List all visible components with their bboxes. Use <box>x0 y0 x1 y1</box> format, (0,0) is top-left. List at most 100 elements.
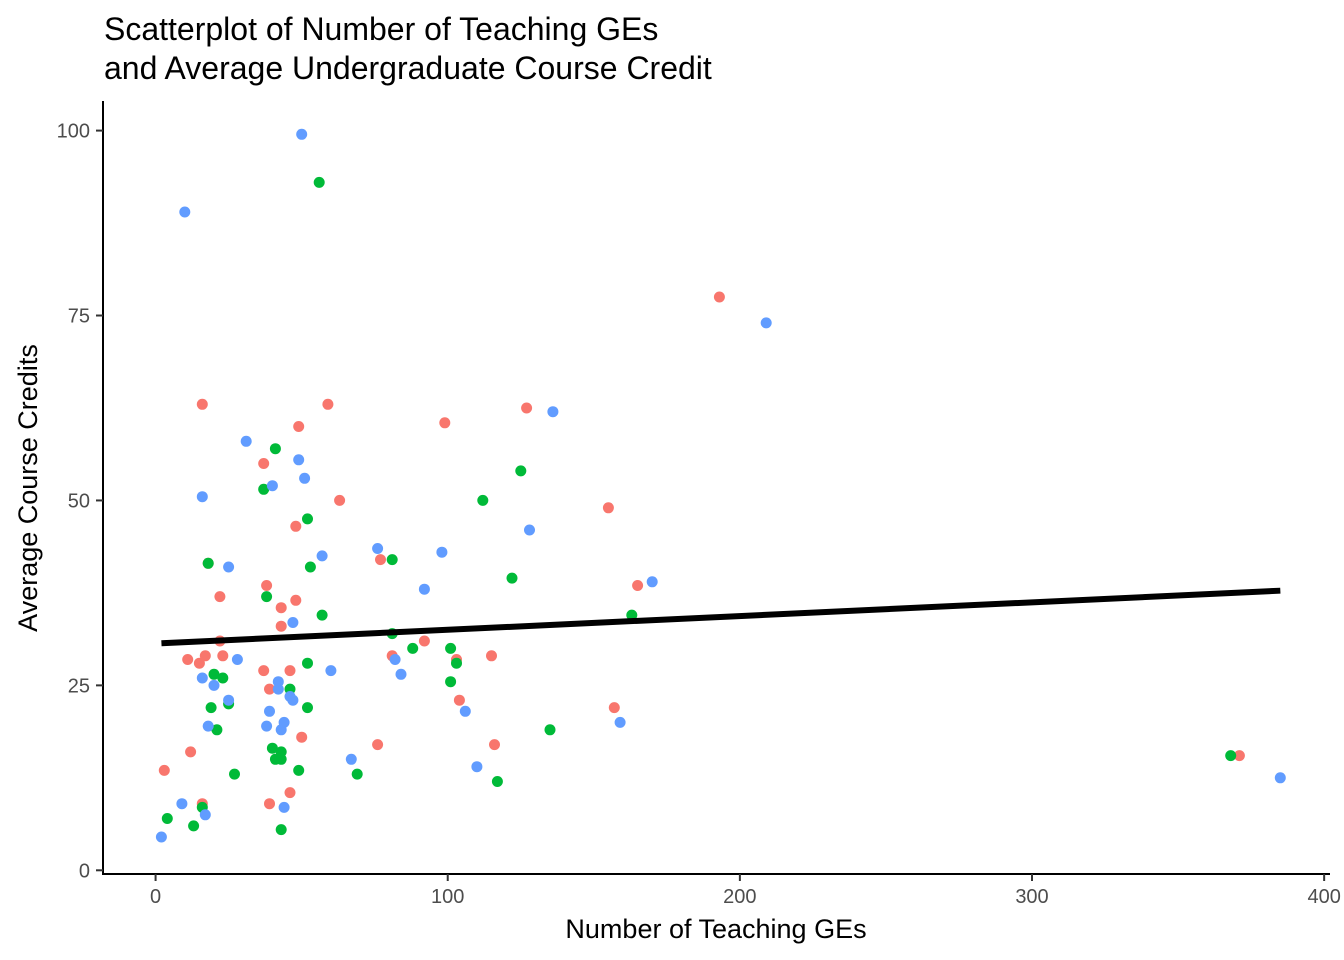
data-point <box>302 657 313 669</box>
data-point <box>217 650 229 662</box>
x-tick-label: 100 <box>431 886 464 908</box>
data-point <box>278 716 290 728</box>
data-point <box>264 705 275 717</box>
data-point <box>269 443 281 455</box>
data-point <box>185 746 197 758</box>
data-point <box>266 480 278 492</box>
data-point <box>293 454 305 466</box>
data-point <box>439 417 451 429</box>
data-point <box>208 668 220 680</box>
data-point <box>316 550 328 562</box>
data-point <box>544 724 556 736</box>
data-point <box>155 831 167 843</box>
data-point <box>261 580 273 591</box>
data-point <box>290 520 302 532</box>
data-point <box>351 768 363 780</box>
y-tick-label: 100 <box>57 121 90 143</box>
data-point <box>199 650 211 662</box>
data-point <box>240 435 252 447</box>
data-point <box>304 561 316 573</box>
data-point <box>275 753 287 765</box>
data-point <box>1233 750 1245 762</box>
data-point <box>261 720 273 732</box>
x-tick-label: 300 <box>1015 886 1048 908</box>
data-point <box>386 554 398 566</box>
data-point <box>275 602 287 614</box>
data-point <box>1274 772 1286 784</box>
data-point <box>436 546 448 558</box>
data-point <box>313 176 325 188</box>
chart-title-block: Scatterplot of Number of Teaching GEs an… <box>104 10 712 88</box>
data-point <box>489 739 500 751</box>
y-tick-label: 50 <box>68 490 90 512</box>
data-point <box>199 809 211 821</box>
data-point <box>515 465 527 477</box>
data-point <box>196 672 208 684</box>
data-point <box>290 594 302 606</box>
data-point <box>231 654 243 665</box>
data-point <box>407 642 419 654</box>
data-point <box>196 491 208 503</box>
y-tick-label: 0 <box>79 860 90 882</box>
trend-line <box>161 587 1281 647</box>
data-point <box>205 702 217 714</box>
data-point <box>293 421 305 432</box>
data-point <box>264 683 275 695</box>
data-point <box>229 768 240 780</box>
data-point <box>302 513 313 525</box>
data-point <box>196 398 208 410</box>
data-point <box>316 609 328 621</box>
data-point <box>395 668 407 680</box>
data-point <box>325 665 337 677</box>
data-point <box>524 524 535 536</box>
x-tick-label: 200 <box>723 886 756 908</box>
data-point <box>445 676 457 688</box>
data-point <box>202 557 214 569</box>
x-axis-ticks: 0 100 200 300 400 <box>150 874 1341 908</box>
data-point <box>486 650 497 662</box>
data-point <box>302 702 313 714</box>
data-point <box>372 543 384 554</box>
data-point <box>626 609 638 621</box>
data-point <box>1225 750 1237 762</box>
data-point <box>345 753 357 765</box>
trend-layer <box>161 587 1281 647</box>
data-point <box>223 561 235 573</box>
data-point <box>608 702 620 714</box>
data-point <box>258 665 270 677</box>
data-point <box>760 317 772 329</box>
data-point <box>296 128 308 140</box>
y-tick-label: 25 <box>68 675 90 697</box>
data-point <box>214 591 226 603</box>
data-point <box>284 787 296 799</box>
data-point <box>375 554 386 566</box>
data-point <box>547 406 559 418</box>
data-point <box>287 617 299 628</box>
data-point <box>275 620 287 632</box>
data-point <box>322 398 334 410</box>
data-point <box>451 657 462 669</box>
data-point <box>293 764 305 776</box>
data-point <box>372 739 384 751</box>
data-point <box>453 694 465 706</box>
data-point <box>646 576 658 588</box>
data-point <box>176 798 188 810</box>
data-point <box>211 724 223 736</box>
data-point <box>418 583 430 595</box>
data-point <box>296 731 308 743</box>
y-axis-ticks: 0 25 50 75 100 <box>57 121 103 882</box>
data-point <box>161 813 173 824</box>
data-point <box>188 820 200 832</box>
data-point <box>471 761 483 773</box>
data-point <box>459 705 471 717</box>
x-tick-label: 0 <box>150 886 161 908</box>
data-point <box>275 824 287 836</box>
data-point <box>287 694 299 706</box>
data-point <box>182 654 194 665</box>
data-point <box>179 206 191 218</box>
data-point <box>258 483 270 495</box>
data-point <box>284 665 296 677</box>
data-point <box>266 742 278 754</box>
data-point <box>158 764 170 776</box>
